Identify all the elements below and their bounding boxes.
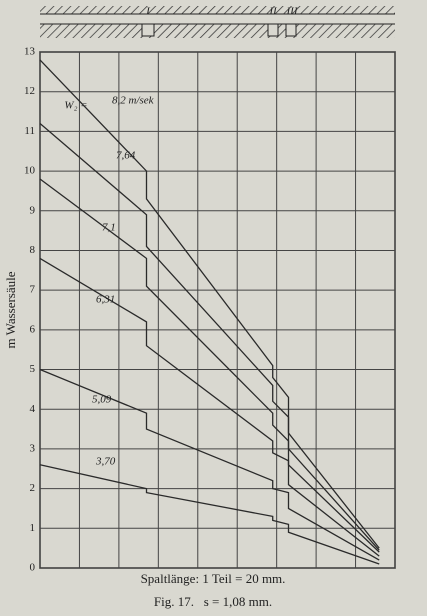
caption: Spaltlänge: 1 Teil = 20 mm. (141, 571, 286, 586)
y-tick-label: 9 (30, 204, 36, 216)
y-tick-label: 13 (24, 46, 36, 58)
y-tick-label: 2 (30, 482, 36, 494)
series-label: 6,31 (96, 294, 115, 306)
series-line (39, 368, 380, 561)
y-tick-label: 10 (24, 165, 36, 177)
series-line (39, 464, 380, 565)
y-tick-label: 8 (30, 244, 36, 256)
y-tick-label: 4 (30, 403, 36, 415)
figure-caption: Fig. 17. s = 1,08 mm. (154, 594, 272, 609)
channel-drawing (40, 6, 395, 38)
y-tick-label: 1 (30, 522, 36, 534)
y-tick-label: 3 (30, 442, 36, 454)
annotation: II (268, 6, 278, 18)
series-label: 7,1 (102, 222, 116, 234)
y-tick-label: 11 (24, 125, 35, 137)
y-tick-label: 6 (30, 323, 36, 335)
series-label: 5,09 (92, 394, 112, 406)
series-label: 7,64 (116, 150, 136, 162)
y-tick-label: 12 (24, 85, 35, 97)
y-tick-label: 7 (30, 284, 36, 296)
series-line (39, 257, 380, 557)
annotation: W₂ = (64, 100, 87, 112)
annotation: III (286, 6, 299, 18)
series-label: 8,2 m/sek (112, 95, 155, 107)
y-tick-label: 5 (30, 363, 36, 375)
y-axis-label: m Wassersäule (3, 271, 18, 348)
annotation: I (145, 6, 151, 18)
y-tick-label: 0 (30, 562, 36, 574)
series-label: 3,70 (95, 456, 116, 468)
